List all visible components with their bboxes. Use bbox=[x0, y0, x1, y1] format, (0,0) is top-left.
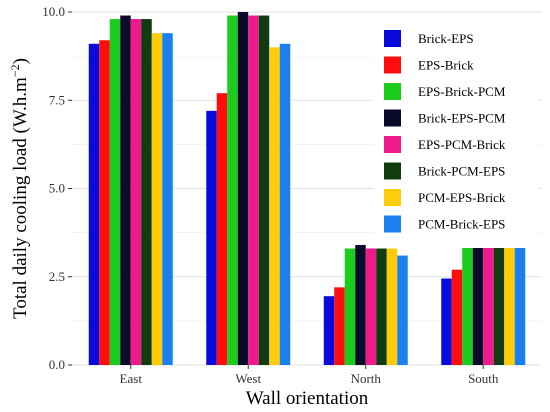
bar-brick-eps-pcm-south bbox=[472, 223, 484, 365]
y-tick-label: 10.0 bbox=[42, 4, 65, 19]
legend-label: EPS-Brick bbox=[418, 58, 474, 73]
bar-eps-brick-south bbox=[451, 269, 463, 365]
x-tick-label: North bbox=[351, 371, 382, 386]
y-axis-title-close: ) bbox=[10, 58, 31, 64]
bar-eps-pcm-brick-south bbox=[483, 227, 494, 365]
bars-layer bbox=[88, 12, 526, 366]
legend-swatch bbox=[384, 162, 401, 180]
bar-brick-pcm-eps-east bbox=[141, 19, 152, 366]
legend-label: EPS-PCM-Brick bbox=[418, 137, 506, 152]
bar-brick-eps-pcm-east bbox=[120, 15, 131, 366]
y-axis-title-main: Total daily cooling load (W.h.m bbox=[10, 77, 31, 319]
legend-swatch bbox=[384, 109, 401, 127]
y-tick-label: 0.0 bbox=[49, 357, 65, 372]
legend-label: PCM-Brick-EPS bbox=[418, 217, 505, 232]
legend: Brick-EPS EPS-Brick EPS-Brick-PCM Brick-EPS… bbox=[374, 18, 538, 248]
legend-label: Brick-EPS bbox=[418, 31, 474, 46]
bar-pcm-eps-brick-east bbox=[151, 33, 163, 366]
bar-brick-eps-east bbox=[88, 43, 100, 366]
legend-swatch bbox=[384, 30, 401, 47]
y-axis-title-exponent: −2 bbox=[8, 64, 22, 77]
legend-swatch bbox=[384, 215, 401, 233]
bar-eps-brick-west bbox=[216, 93, 228, 365]
x-tick-label: West bbox=[235, 371, 261, 386]
x-axis-ticks: East West North South bbox=[120, 365, 499, 386]
legend-swatch bbox=[384, 56, 401, 74]
legend-swatch bbox=[384, 136, 401, 153]
x-axis-title: Wall orientation bbox=[246, 388, 369, 409]
legend-label: PCM-EPS-Brick bbox=[418, 190, 506, 205]
bar-pcm-eps-brick-south bbox=[504, 227, 515, 365]
x-tick-label: South bbox=[468, 371, 499, 386]
bar-eps-brick-north bbox=[334, 287, 345, 365]
bar-eps-brick-pcm-north bbox=[344, 248, 356, 365]
bar-brick-pcm-eps-north bbox=[376, 248, 387, 365]
legend-label: Brick-PCM-EPS bbox=[418, 164, 505, 179]
bar-brick-eps-north bbox=[323, 296, 335, 365]
legend-swatch bbox=[384, 189, 401, 206]
bar-eps-brick-pcm-west bbox=[227, 15, 238, 366]
bar-pcm-eps-brick-west bbox=[269, 47, 280, 366]
bar-eps-brick-east bbox=[99, 40, 110, 366]
y-axis-title: Total daily cooling load (W.h.m−2) bbox=[8, 58, 31, 319]
legend-label: EPS-Brick-PCM bbox=[418, 84, 506, 99]
bar-eps-pcm-brick-west bbox=[248, 15, 259, 366]
y-tick-label: 5.0 bbox=[49, 181, 65, 196]
y-tick-label: 7.5 bbox=[49, 92, 65, 107]
legend-label: Brick-EPS-PCM bbox=[418, 111, 506, 126]
legend-box bbox=[374, 18, 538, 248]
bar-pcm-brick-eps-south bbox=[514, 234, 526, 365]
bar-brick-pcm-eps-south bbox=[493, 227, 505, 365]
bar-pcm-brick-eps-east bbox=[162, 33, 173, 366]
bar-eps-pcm-brick-east bbox=[130, 19, 142, 366]
bar-pcm-eps-brick-north bbox=[386, 248, 398, 365]
bar-brick-eps-south bbox=[441, 278, 452, 365]
bar-eps-brick-pcm-south bbox=[462, 227, 473, 365]
bar-pcm-brick-eps-west bbox=[279, 43, 291, 366]
bar-eps-brick-pcm-east bbox=[109, 19, 121, 366]
x-tick-label: East bbox=[120, 371, 143, 386]
bar-brick-pcm-eps-west bbox=[258, 15, 270, 366]
legend-swatch bbox=[384, 83, 401, 100]
y-axis-ticks: 0.0 2.5 5.0 7.5 10.0 bbox=[42, 4, 72, 372]
bar-pcm-brick-eps-north bbox=[397, 255, 408, 365]
bar-brick-eps-pcm-north bbox=[355, 244, 366, 365]
bar-brick-eps-pcm-west bbox=[237, 12, 249, 365]
bar-eps-pcm-brick-north bbox=[365, 248, 377, 365]
y-tick-label: 2.5 bbox=[49, 269, 65, 284]
bar-brick-eps-west bbox=[206, 110, 217, 365]
